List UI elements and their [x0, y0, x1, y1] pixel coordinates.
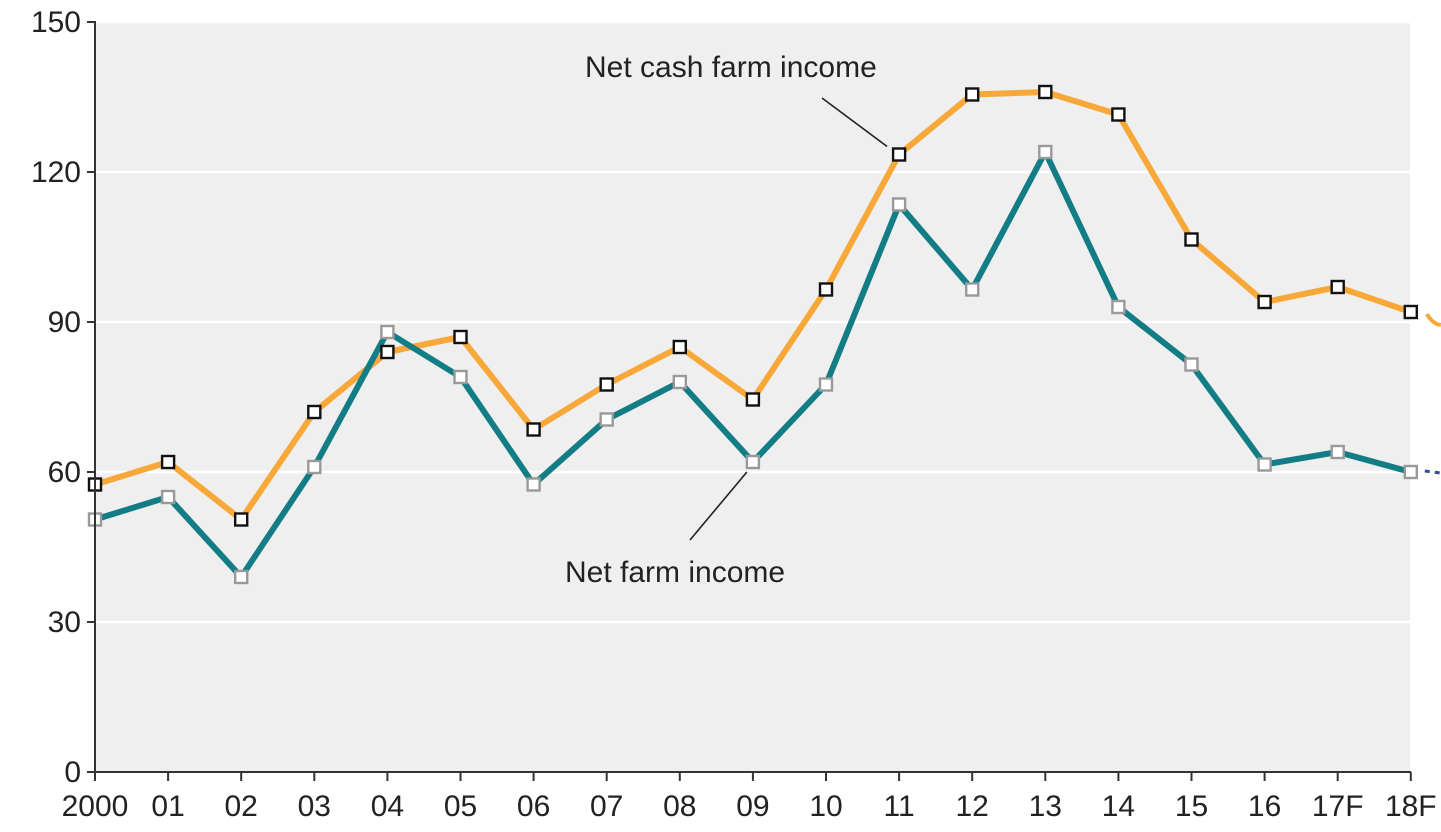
net-cash-farm-income-marker — [160, 454, 176, 470]
net-farm-income-marker — [380, 324, 395, 340]
x-tick-label: 03 — [298, 790, 331, 823]
x-tick-label: 18F — [1385, 790, 1437, 823]
net-farm-income-marker — [965, 282, 980, 297]
net-farm-income-marker — [526, 477, 541, 492]
y-tick-label: 60 — [48, 456, 81, 489]
x-tick-label: 02 — [225, 790, 258, 823]
net-farm-income-marker — [307, 459, 322, 475]
net-farm-income-marker — [453, 369, 468, 385]
x-tick-label: 15 — [1175, 790, 1208, 823]
x-tick-label: 13 — [1029, 790, 1062, 823]
net-farm-income-marker — [599, 412, 614, 427]
net-farm-income-marker — [745, 454, 761, 470]
net-farm-income-annotation: Net farm income — [565, 556, 785, 589]
net-cash-farm-income-leader-line — [821, 97, 888, 148]
net-farm-income-marker — [233, 569, 249, 585]
x-tick-label: 09 — [736, 790, 769, 823]
net-cash-farm-income-marker — [233, 512, 249, 527]
y-tick-label: 0 — [64, 756, 81, 789]
net-cash-farm-income-marker — [307, 404, 322, 420]
net-cash-farm-income-marker — [1403, 304, 1419, 320]
net-cash-farm-income-marker — [745, 392, 761, 407]
net-cash-farm-income-marker — [818, 282, 834, 297]
net-cash-farm-income-marker — [1257, 294, 1272, 310]
x-tick-label: 10 — [809, 790, 842, 823]
x-tick-label: 05 — [444, 790, 477, 823]
net-farm-income-marker — [1330, 444, 1345, 460]
net-cash-farm-income-marker — [1038, 84, 1053, 100]
net-farm-income-marker — [891, 197, 907, 212]
net-cash-farm-income-marker — [1111, 107, 1126, 122]
y-tick-label: 90 — [48, 306, 81, 339]
x-tick-label: 16 — [1248, 790, 1281, 823]
annotations: Net cash farm income Net farm income — [565, 51, 888, 589]
net-farm-income-marker — [1403, 464, 1419, 480]
x-tick-label: 2000 — [62, 790, 129, 823]
x-tick-label: 04 — [371, 790, 404, 823]
net-farm-income-marker — [1111, 299, 1126, 315]
x-tick-label: 17F — [1312, 790, 1364, 823]
net-farm-income-leader-line — [689, 471, 748, 541]
x-tick-label: 12 — [956, 790, 989, 823]
net-farm-income-marker — [1038, 144, 1053, 160]
net-cash-farm-income-forecast-stub — [1425, 312, 1441, 327]
net-farm-income-marker — [1184, 357, 1199, 372]
net-cash-farm-income-annotation: Net cash farm income — [585, 51, 877, 84]
y-tick-label: 120 — [31, 156, 81, 189]
y-axis-tick-labels: 0 30 60 90 120 150 — [31, 6, 81, 789]
net-farm-income-forecast-stub — [1424, 469, 1441, 475]
x-tick-label: 11 — [884, 790, 915, 823]
net-cash-farm-income-marker — [526, 422, 541, 437]
x-tick-label: 07 — [590, 790, 623, 823]
net-cash-farm-income-marker — [965, 87, 980, 102]
net-cash-farm-income-marker — [891, 147, 907, 162]
net-cash-farm-income-marker — [599, 377, 614, 392]
net-cash-farm-income-marker — [1330, 279, 1345, 295]
net-farm-income-marker — [818, 377, 834, 392]
net-cash-farm-income-marker — [1184, 232, 1199, 247]
x-axis-tick-labels: 2000 01 02 03 04 05 06 07 08 09 10 11 12 13 14 15 16 17F 1… — [62, 790, 1437, 823]
x-tick-label: 14 — [1102, 790, 1135, 823]
net-cash-farm-income-marker — [453, 329, 468, 345]
net-cash-farm-income-marker — [380, 344, 395, 360]
x-tick-label: 01 — [151, 790, 184, 823]
x-tick-label: 06 — [517, 790, 550, 823]
net-farm-income-marker — [672, 374, 687, 390]
net-cash-farm-income-marker — [672, 339, 687, 355]
axes — [87, 21, 1412, 781]
net-farm-income-marker — [1257, 457, 1272, 472]
forecast-extensions — [1424, 312, 1441, 475]
y-tick-label: 150 — [31, 6, 81, 39]
y-tick-label: 30 — [48, 606, 81, 639]
net-farm-income-marker — [160, 489, 176, 505]
x-tick-label: 08 — [663, 790, 696, 823]
